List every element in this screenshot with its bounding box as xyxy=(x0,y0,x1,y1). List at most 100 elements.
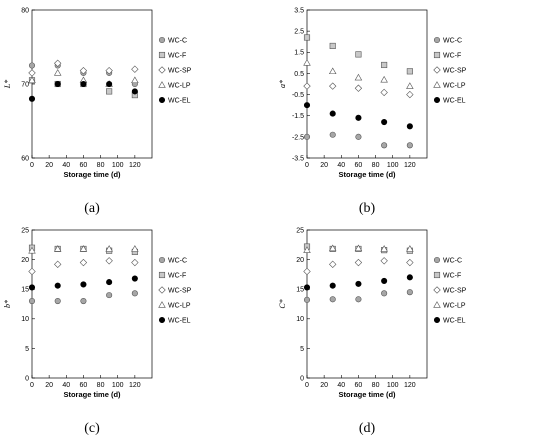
data-point-wc-c xyxy=(303,133,311,140)
data-point-wc-sp xyxy=(105,67,113,75)
legend-marker-wc-lp xyxy=(158,301,166,308)
legend-label-wc-f: WC-F xyxy=(168,53,186,60)
x-tick-label: 100 xyxy=(112,162,124,169)
legend-label-wc-lp: WC-LP xyxy=(168,83,191,90)
data-point-wc-lp xyxy=(303,246,311,253)
legend-marker-wc-sp xyxy=(158,66,166,74)
data-point-wc-el xyxy=(106,279,113,286)
legend-marker-wc-sp xyxy=(158,286,166,294)
x-tick-label: 60 xyxy=(355,162,363,169)
legend-marker-wc-sp xyxy=(433,66,441,74)
data-point-wc-c xyxy=(80,297,87,305)
data-point-wc-sp xyxy=(54,59,62,67)
x-tick-label: 120 xyxy=(404,382,416,389)
data-point-wc-c xyxy=(355,133,362,140)
chart-panel-4: 0 5 10 15 20 25 0 20 40 60 80 100 120 Storage time (d… xyxy=(278,227,467,436)
data-point-wc-sp xyxy=(303,267,311,276)
data-point-wc-el xyxy=(381,277,388,284)
x-tick-label: 40 xyxy=(62,162,70,169)
data-point-wc-lp xyxy=(53,69,62,76)
y-tick-label: 80 xyxy=(21,7,29,14)
data-point-wc-f xyxy=(406,68,413,75)
x-tick-label: 60 xyxy=(80,162,88,169)
x-tick-label: 0 xyxy=(305,382,309,389)
legend-label-wc-c: WC-C xyxy=(443,38,462,45)
legend-marker-wc-lp xyxy=(158,81,166,88)
data-point-wc-c xyxy=(303,296,311,303)
x-tick-label: 80 xyxy=(97,162,105,169)
legend-label-wc-f: WC-F xyxy=(168,273,186,280)
legend-label-wc-sp: WC-SP xyxy=(168,68,192,75)
legend-marker-wc-el xyxy=(433,96,441,104)
y-tick-label: 2.5 xyxy=(294,29,304,36)
data-point-wc-sp xyxy=(28,69,36,77)
y-tick-label: -0.5 xyxy=(292,92,304,99)
legend-marker-wc-f xyxy=(433,51,441,59)
legend-marker-wc-f xyxy=(433,271,441,279)
data-point-wc-el xyxy=(303,284,311,291)
legend-label-wc-el: WC-EL xyxy=(443,98,466,105)
legend-marker-wc-lp xyxy=(433,301,441,308)
x-tick-label: 100 xyxy=(112,382,124,389)
data-point-wc-c xyxy=(131,290,138,297)
legend-label-wc-c: WC-C xyxy=(443,258,462,265)
x-tick-label: 60 xyxy=(80,382,88,389)
data-point-wc-lp xyxy=(79,245,88,252)
y-tick-label: 10 xyxy=(296,316,304,323)
data-point-wc-el xyxy=(131,88,138,95)
data-point-wc-lp xyxy=(328,67,337,75)
y-axis-label: C* xyxy=(278,299,287,308)
legend-marker-wc-lp xyxy=(433,81,441,88)
x-tick-label: 0 xyxy=(30,162,34,169)
data-point-wc-sp xyxy=(329,260,337,269)
data-point-wc-sp xyxy=(329,82,337,90)
data-point-wc-sp xyxy=(380,88,388,97)
data-point-wc-el xyxy=(28,284,36,291)
legend-marker-wc-el xyxy=(158,316,166,324)
data-point-wc-c xyxy=(381,142,388,149)
x-tick-label: 120 xyxy=(129,382,141,389)
x-tick-label: 20 xyxy=(320,162,328,169)
y-tick-label: 0 xyxy=(25,375,29,382)
legend-marker-wc-c xyxy=(433,36,441,44)
data-point-wc-el xyxy=(406,123,413,130)
x-tick-label: 40 xyxy=(337,382,345,389)
legend-label-wc-f: WC-F xyxy=(443,53,461,60)
data-point-wc-el xyxy=(355,114,362,121)
data-point-wc-sp xyxy=(406,258,414,267)
data-point-wc-c xyxy=(54,297,61,305)
x-axis-label: Storage time (d) xyxy=(338,170,396,179)
x-tick-label: 80 xyxy=(372,382,380,389)
data-point-wc-f xyxy=(381,61,388,69)
y-tick-label: 0 xyxy=(300,375,304,382)
legend-label-wc-c: WC-C xyxy=(168,258,187,265)
data-point-wc-c xyxy=(355,296,362,303)
x-tick-label: 120 xyxy=(404,162,416,169)
data-point-wc-el xyxy=(106,80,113,88)
y-tick-label: -2.5 xyxy=(292,134,304,141)
y-tick-label: 5 xyxy=(25,346,29,353)
panel-caption: (d) xyxy=(359,421,376,436)
y-tick-label: 1.5 xyxy=(294,50,304,57)
data-point-wc-lp xyxy=(28,246,36,254)
data-point-wc-lp xyxy=(28,76,36,84)
legend-marker-wc-el xyxy=(433,316,441,324)
panel-caption: (c) xyxy=(84,421,100,436)
data-point-wc-el xyxy=(303,102,311,109)
data-point-wc-sp xyxy=(131,258,139,267)
data-point-wc-lp xyxy=(354,73,363,81)
legend-label-wc-sp: WC-SP xyxy=(443,68,467,75)
data-point-wc-c xyxy=(381,290,388,297)
y-tick-label: -1.5 xyxy=(292,113,304,120)
x-tick-label: 40 xyxy=(62,382,70,389)
x-axis-label: Storage time (d) xyxy=(338,390,396,399)
data-point-wc-el xyxy=(54,80,61,88)
data-point-wc-lp xyxy=(105,245,113,252)
data-point-wc-lp xyxy=(380,245,388,252)
data-point-wc-lp xyxy=(380,75,388,83)
data-point-wc-sp xyxy=(28,267,36,276)
legend-label-wc-sp: WC-SP xyxy=(168,288,192,295)
data-point-wc-c xyxy=(329,296,336,303)
y-tick-label: 3.5 xyxy=(294,7,304,14)
x-tick-label: 100 xyxy=(387,382,399,389)
